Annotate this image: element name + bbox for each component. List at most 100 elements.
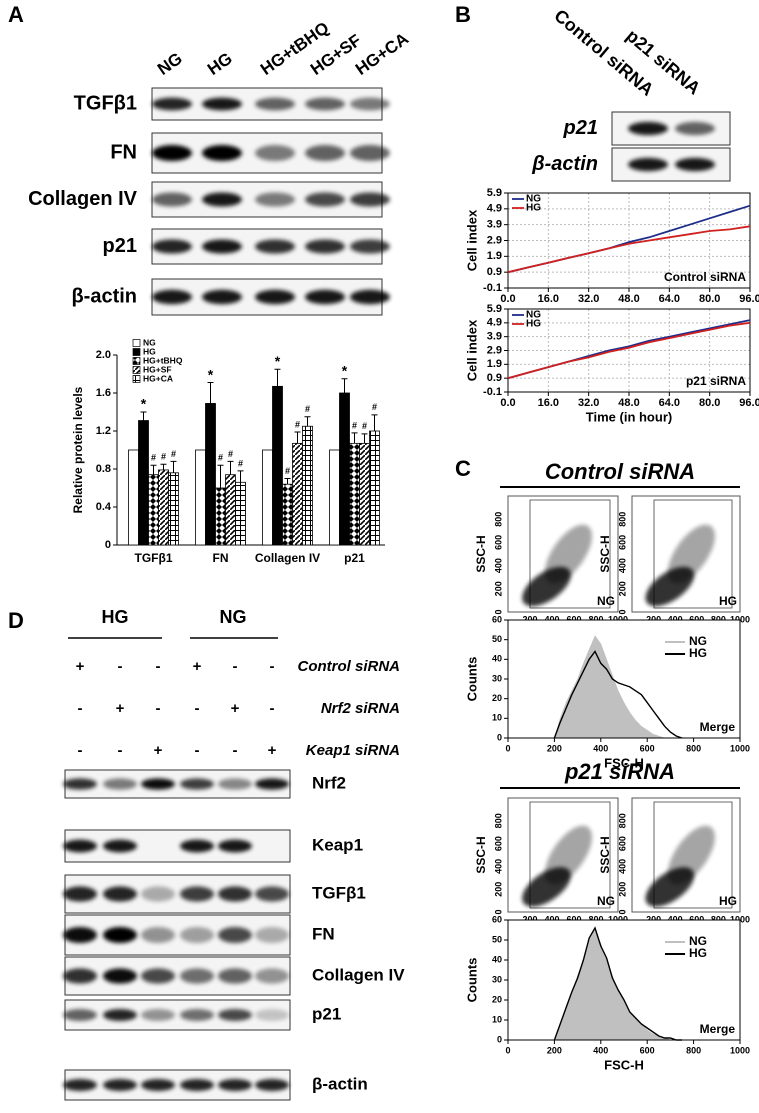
x-tick-label: 32.0 (578, 293, 599, 305)
gate (653, 801, 733, 909)
condition-label: Control siRNA (298, 658, 401, 675)
blot-label: TGFβ1 (74, 92, 137, 114)
y-tick-label: 3.9 (487, 331, 502, 343)
plot-frame (507, 308, 751, 393)
x-tick-label: 800 (588, 914, 603, 924)
x-axis-label: FSC-H (604, 1057, 644, 1072)
blot-label: FN (312, 924, 335, 943)
y-tick-label: 600 (617, 535, 627, 550)
x-tick-label: 1000 (730, 1045, 750, 1055)
x-tick-label: 64.0 (659, 293, 680, 305)
y-axis-label: Cell index (464, 209, 479, 271)
y-tick-label: 400 (493, 859, 503, 874)
condition-sign: - (78, 742, 83, 759)
annotation: p21 siRNA (686, 374, 746, 388)
y-axis-label: SSC-H (474, 535, 488, 572)
significance-marker: * (208, 366, 214, 382)
bar (128, 449, 139, 546)
annotation: Control siRNA (664, 270, 746, 284)
condition-sign: - (118, 742, 123, 759)
x-tick-label: FN (213, 551, 229, 565)
blot-band (350, 97, 390, 111)
condition-sign: - (233, 658, 238, 675)
legend-label: NG (689, 934, 707, 948)
blot-band (350, 289, 390, 305)
panel-label: A (8, 2, 24, 27)
legend-label: HG+tBHQ (143, 355, 183, 365)
blot-label: Collagen IV (312, 965, 405, 984)
condition-sign: - (270, 658, 275, 675)
blot-band (305, 145, 345, 161)
legend-swatch (132, 375, 141, 383)
x-tick-label: 400 (593, 743, 608, 753)
legend-label: HG (526, 319, 541, 330)
blot-band (202, 239, 242, 254)
y-tick-label: 60 (492, 914, 502, 924)
y-tick-label: 0 (493, 609, 503, 614)
bar (168, 472, 179, 546)
blot-label: Keap1 (312, 835, 363, 854)
bar (235, 481, 246, 546)
blot-band (305, 192, 345, 207)
group-title: Control siRNA (545, 459, 695, 484)
error-bar (227, 460, 234, 475)
x-tick-label: 600 (566, 614, 581, 624)
y-tick-label: 3.9 (487, 219, 502, 231)
legend-swatch (132, 348, 141, 356)
y-tick-label: 0 (493, 909, 503, 914)
y-tick-label: 200 (493, 882, 503, 897)
y-tick-label: 0 (497, 732, 502, 742)
plot-tag: HG (719, 894, 737, 908)
blot-band (103, 927, 137, 943)
y-tick-label: 10 (492, 1014, 502, 1024)
y-axis-label: SSC-H (474, 836, 488, 873)
bar (369, 430, 380, 546)
bar (225, 474, 236, 546)
bar (195, 449, 206, 546)
group-title: p21 siRNA (564, 759, 675, 784)
blot-band (202, 97, 242, 111)
group-label: NG (220, 607, 247, 627)
blot-frame (64, 874, 291, 914)
significance-marker: # (161, 452, 166, 462)
blot-label: β-actin (312, 1074, 368, 1093)
panel-label: C (455, 456, 471, 481)
blot-band (675, 157, 715, 172)
blot-band (103, 886, 137, 902)
blot-band (255, 927, 289, 943)
significance-marker: # (295, 419, 300, 429)
plot-frame (507, 192, 751, 289)
gate (653, 499, 733, 609)
y-tick-label: 800 (617, 813, 627, 828)
x-tick-label: 1000 (730, 914, 750, 924)
blot-band (103, 1079, 137, 1091)
significance-marker: # (305, 404, 310, 414)
blot-band (63, 1079, 97, 1091)
x-tick-label: 800 (686, 1045, 701, 1055)
legend-label: NG (526, 194, 541, 205)
bar (158, 469, 169, 546)
y-tick-label: 2.0 (96, 349, 111, 361)
plot-tag: NG (597, 594, 615, 608)
blot-band (180, 886, 214, 902)
significance-marker: # (285, 466, 290, 476)
x-tick-label: 48.0 (618, 397, 639, 409)
cell-cloud (667, 524, 715, 584)
significance-marker: # (171, 449, 176, 459)
blot-band (218, 927, 252, 943)
blot-band (255, 97, 295, 111)
y-tick-label: 0.8 (96, 463, 111, 475)
y-tick-label: 40 (492, 954, 502, 964)
error-bar (351, 432, 358, 444)
condition-sign: + (76, 658, 85, 675)
blot-band (628, 157, 668, 172)
y-tick-label: 0 (617, 909, 627, 914)
blot-band (63, 839, 97, 853)
blot-label: Nrf2 (312, 773, 346, 792)
x-tick-label: 600 (689, 614, 704, 624)
x-tick-label: 800 (711, 614, 726, 624)
significance-marker: # (362, 421, 367, 431)
error-bar (207, 382, 214, 404)
condition-sign: - (78, 700, 83, 717)
blot-band (305, 97, 345, 111)
